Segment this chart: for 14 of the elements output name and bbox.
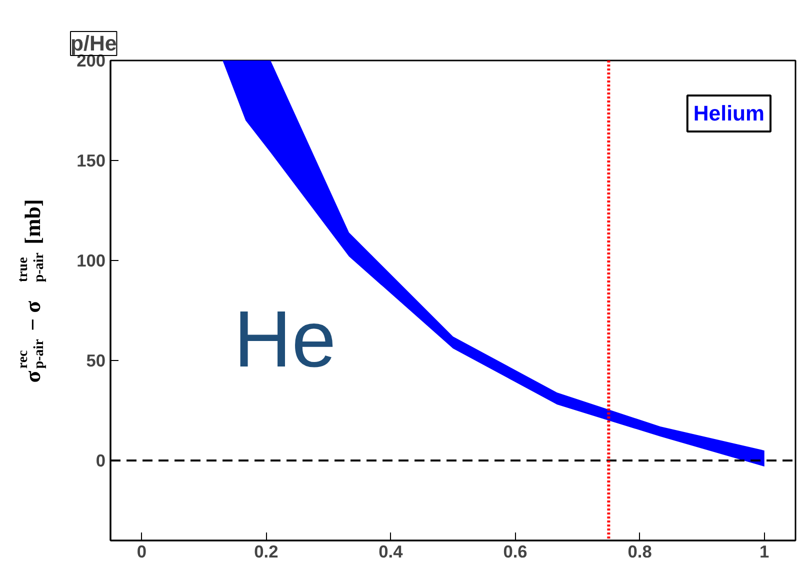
x-tick-label: 0.2 [254,542,278,562]
y-tick-label: 0 [96,450,106,470]
x-tick-label: 0.6 [503,542,528,562]
x-tick-label: 0.4 [378,542,404,562]
y-axis-title: σrecp-air − σtruep-air [mb] [16,199,47,383]
legend-label: Helium [693,102,764,126]
x-tick-label: 0.8 [628,542,652,562]
y-tick-label: 50 [86,350,106,370]
x-tick-label: 1 [760,542,770,562]
chart-title: p/He [70,32,117,56]
y-tick-label: 100 [76,250,106,270]
x-tick-label: 0 [136,542,146,562]
y-tick-label: 150 [76,150,106,170]
annotation: He [234,294,336,384]
